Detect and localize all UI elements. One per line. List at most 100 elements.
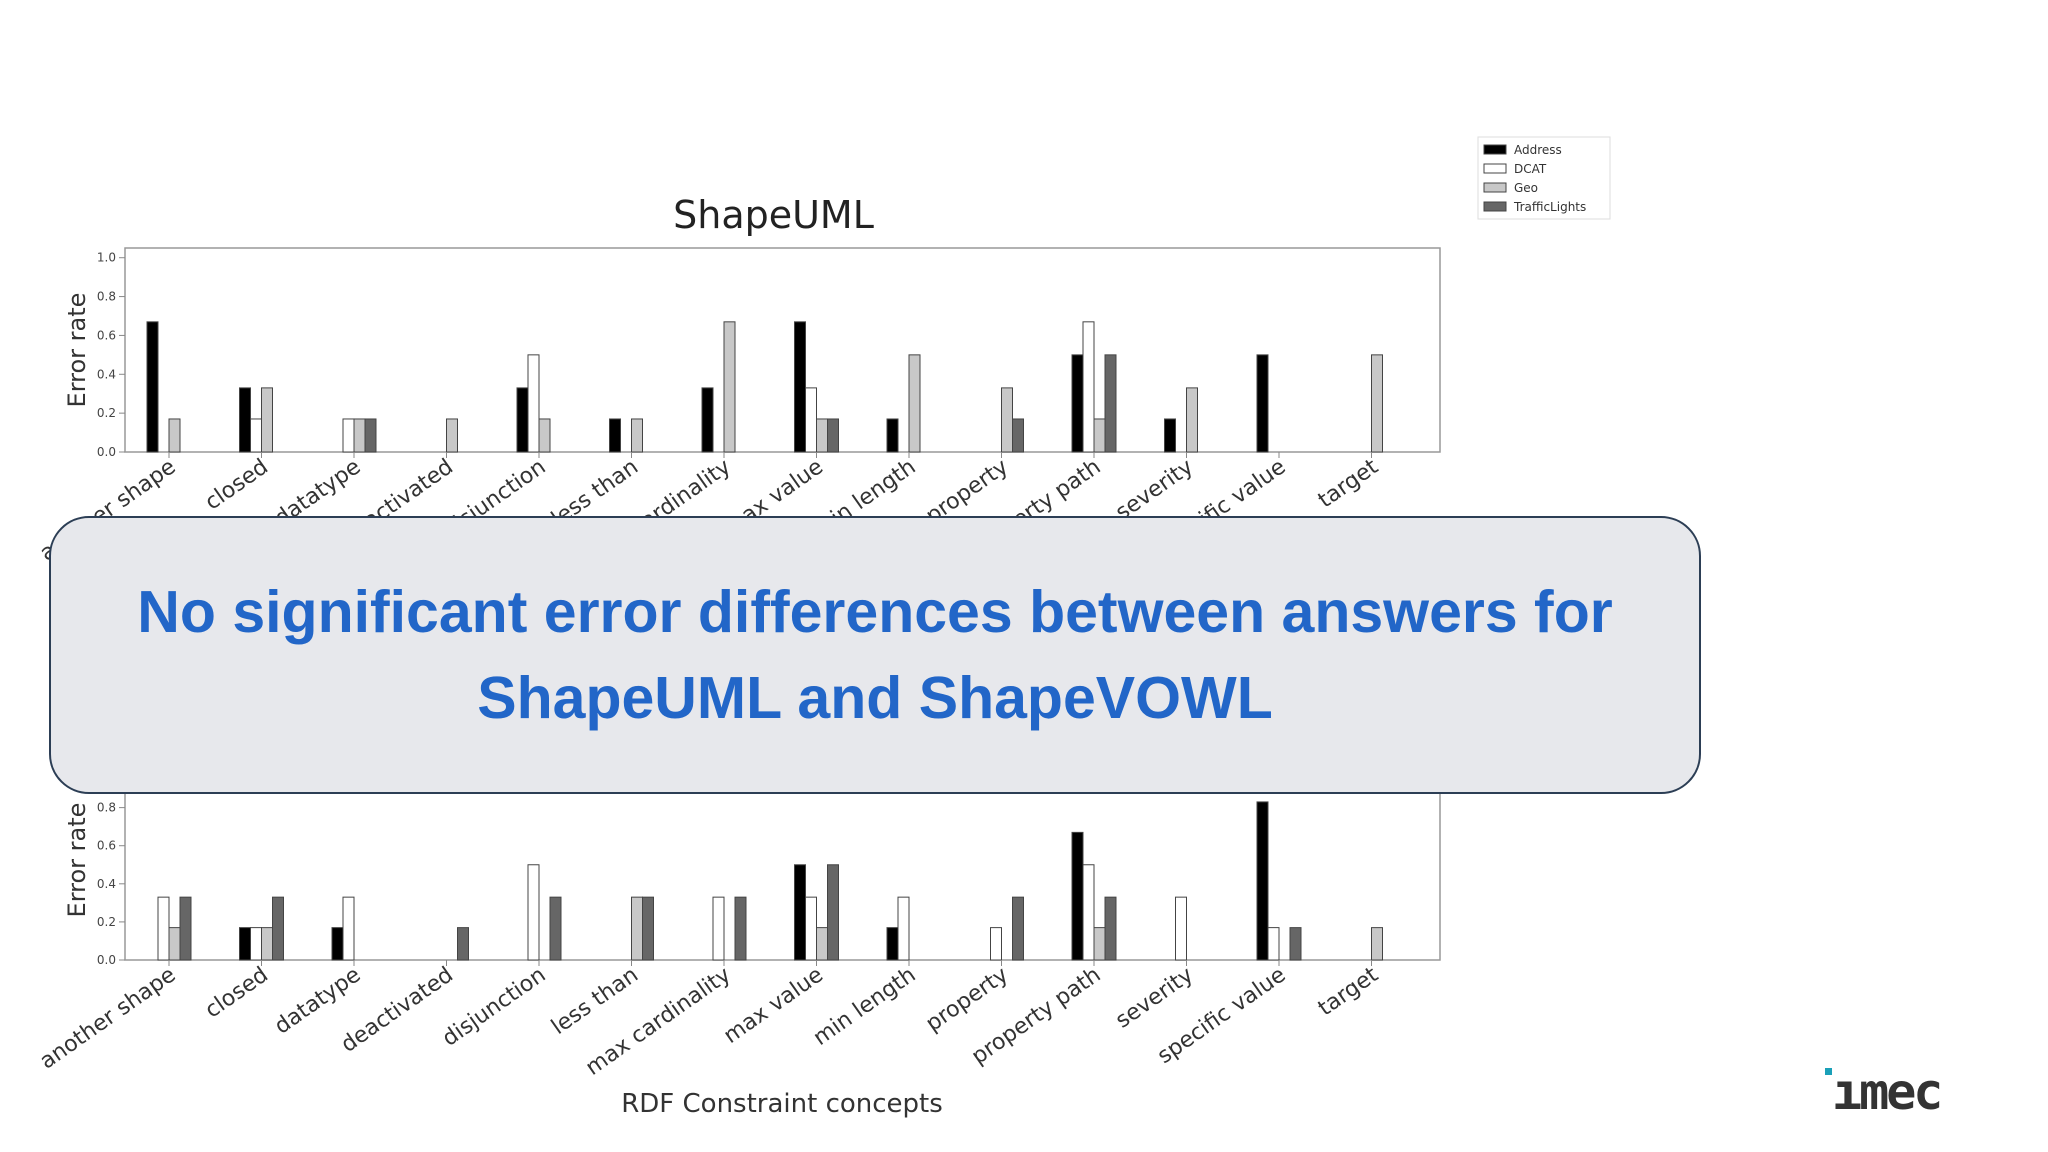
legend-label-address: Address bbox=[1514, 143, 1562, 157]
chart2-bar-geo-closed bbox=[261, 927, 273, 961]
imec-logo: ımec bbox=[1820, 1062, 1980, 1122]
chart2-ytick-label: 0.0 bbox=[97, 953, 116, 967]
chart1-bar-address-max-cardinality bbox=[701, 387, 714, 453]
chart2-bar-geo-another-shape bbox=[168, 927, 181, 961]
chart1-ytick-label: 0.2 bbox=[97, 406, 116, 420]
chart2-bar-dcat-datatype bbox=[342, 896, 355, 961]
logo-dot-icon bbox=[1825, 1068, 1832, 1075]
chart1-bar-dcat-disjunction bbox=[527, 354, 540, 453]
legend-label-dcat: DCAT bbox=[1514, 162, 1547, 176]
legend-label-trafficlights: TrafficLights bbox=[1513, 200, 1586, 214]
chart2-xlabel: RDF Constraint concepts bbox=[621, 1089, 943, 1119]
chart2-xtick-label-disjunction: disjunction bbox=[438, 962, 550, 1051]
chart1-xtick-label-target: target bbox=[1314, 454, 1383, 513]
chart2-bar-trafficlights-property bbox=[1012, 896, 1024, 961]
chart1-bar-geo-max-cardinality bbox=[723, 321, 736, 453]
chart1-bar-address-disjunction bbox=[516, 387, 529, 453]
callout-line-1: No significant error differences between… bbox=[137, 579, 1613, 645]
chart2-ytick-label: 0.8 bbox=[97, 801, 116, 815]
chart1-xtick-label-closed: closed bbox=[201, 454, 273, 515]
chart2-bar-trafficlights-specific-value bbox=[1289, 927, 1302, 961]
chart2-xtick-label-another-shape: another shape bbox=[36, 962, 181, 1074]
logo-text: ımec bbox=[1832, 1063, 1943, 1121]
chart1-bar-address-specific-value bbox=[1256, 354, 1269, 453]
chart1-bar-trafficlights-property-path bbox=[1104, 354, 1117, 453]
chart2-bar-trafficlights-less-than bbox=[642, 896, 654, 961]
chart2-bar-dcat-property-path bbox=[1082, 864, 1095, 961]
chart1-ytick-label: 0.6 bbox=[97, 328, 116, 342]
chart2-bar-trafficlights-closed bbox=[272, 896, 284, 961]
chart2-ytick-label: 0.4 bbox=[97, 877, 116, 891]
chart2-xtick-label-severity: severity bbox=[1111, 962, 1198, 1033]
chart1-bar-address-severity bbox=[1164, 418, 1176, 453]
chart1-xtick-label-severity: severity bbox=[1111, 454, 1198, 525]
chart1-bar-geo-target bbox=[1371, 354, 1383, 453]
chart1-ytick-label: 0.4 bbox=[97, 367, 116, 381]
chart1-bar-geo-property-path bbox=[1093, 418, 1106, 453]
legend-swatch-geo bbox=[1483, 182, 1507, 193]
callout-text: No significant error differences between… bbox=[75, 569, 1675, 741]
chart1-axes-frame bbox=[124, 247, 1441, 453]
chart2-bar-address-closed bbox=[239, 927, 251, 961]
chart1-bar-address-property-path bbox=[1071, 354, 1084, 453]
chart2-ytick-label: 0.2 bbox=[97, 915, 116, 929]
chart2-bar-dcat-max-value bbox=[805, 896, 817, 961]
chart2-bar-geo-max-value bbox=[816, 927, 828, 961]
chart1-bar-geo-severity bbox=[1186, 387, 1198, 453]
chart2-bar-geo-target bbox=[1371, 927, 1383, 961]
chart1-bar-trafficlights-property bbox=[1012, 418, 1024, 453]
chart2-bar-dcat-severity bbox=[1175, 896, 1187, 961]
chart1-ytick-label: 0.8 bbox=[97, 290, 116, 304]
chart1-bar-address-min-length bbox=[886, 418, 899, 453]
chart2-bar-dcat-specific-value bbox=[1267, 927, 1280, 961]
chart2-ytick-label: 0.6 bbox=[97, 839, 116, 853]
chart2-bar-dcat-max-cardinality bbox=[712, 896, 725, 961]
chart2-xtick-label-closed: closed bbox=[201, 962, 273, 1023]
chart2-bar-address-datatype bbox=[331, 927, 344, 961]
chart2-bar-trafficlights-disjunction bbox=[549, 896, 562, 961]
legend-swatch-dcat bbox=[1483, 163, 1507, 174]
chart1-title: ShapeUML bbox=[673, 193, 874, 237]
chart1-bar-address-another-shape bbox=[146, 321, 159, 453]
callout-box: No significant error differences between… bbox=[49, 516, 1701, 794]
chart2-bar-dcat-another-shape bbox=[157, 896, 170, 961]
chart2-xtick-label-min-length: min length bbox=[809, 962, 920, 1051]
chart2-xtick-label-target: target bbox=[1314, 962, 1383, 1021]
chart2-ylabel: Error rate bbox=[63, 803, 91, 918]
chart2-bar-trafficlights-another-shape bbox=[179, 896, 192, 961]
callout-line-2: ShapeUML and ShapeVOWL bbox=[477, 665, 1273, 731]
chart1-bar-dcat-max-value bbox=[805, 387, 817, 453]
chart1-ylabel: Error rate bbox=[63, 293, 91, 408]
chart1-bar-dcat-closed bbox=[250, 418, 262, 453]
chart2-bar-address-specific-value bbox=[1256, 801, 1269, 961]
chart1-bar-geo-datatype bbox=[353, 418, 366, 453]
chart2-group: 0.0 0.2 0.4 0.6 0.8 Error rate another shape cl… bbox=[36, 759, 1441, 1119]
chart1-bar-geo-another-shape bbox=[168, 418, 181, 453]
chart2-bar-geo-less-than bbox=[631, 896, 643, 961]
chart1-bar-address-max-value bbox=[794, 321, 806, 453]
chart1-bar-geo-disjunction bbox=[538, 418, 551, 453]
chart1-bar-geo-property bbox=[1001, 387, 1013, 453]
legend: Address DCAT Geo TrafficLights bbox=[1477, 136, 1611, 220]
chart1-bar-geo-min-length bbox=[908, 354, 921, 453]
chart2-bar-trafficlights-max-cardinality bbox=[734, 896, 747, 961]
chart1-bar-geo-closed bbox=[261, 387, 273, 453]
chart1-bar-address-less-than bbox=[609, 418, 621, 453]
chart1-bar-trafficlights-max-value bbox=[827, 418, 839, 453]
chart2-bar-trafficlights-deactivated bbox=[457, 927, 469, 961]
chart2-bar-trafficlights-max-value bbox=[827, 864, 839, 961]
chart1-bar-address-closed bbox=[239, 387, 251, 453]
chart1-bar-geo-deactivated bbox=[446, 418, 458, 453]
legend-label-geo: Geo bbox=[1514, 181, 1538, 195]
chart1-bar-geo-less-than bbox=[631, 418, 643, 453]
chart1-bar-geo-max-value bbox=[816, 418, 828, 453]
chart2-bar-dcat-disjunction bbox=[527, 864, 540, 961]
chart2-bar-geo-property-path bbox=[1093, 927, 1106, 961]
chart2-bar-address-max-value bbox=[794, 864, 806, 961]
legend-swatch-trafficlights bbox=[1483, 201, 1507, 212]
chart2-bar-dcat-closed bbox=[250, 927, 262, 961]
chart2-bar-dcat-property bbox=[990, 927, 1002, 961]
legend-swatch-address bbox=[1483, 144, 1507, 155]
